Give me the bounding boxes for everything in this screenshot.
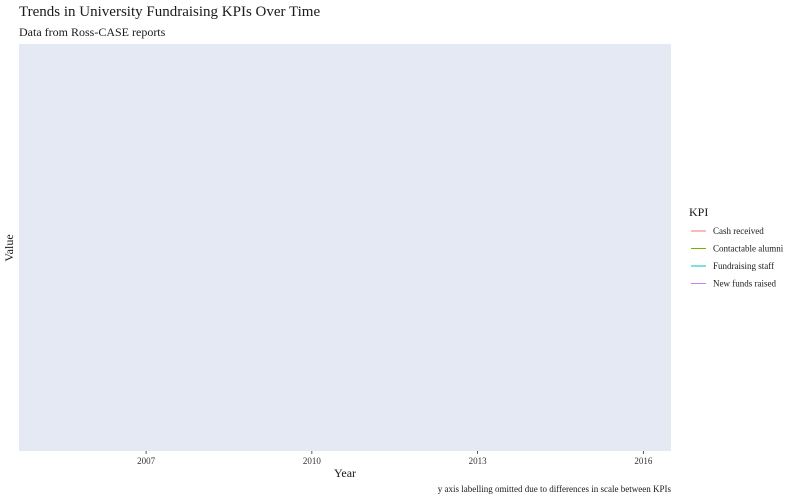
x-tick-label: 2010 [303,456,322,466]
legend-items: Cash received Contactable alumni Fundraisi… [691,226,784,289]
x-tick-label: 2007 [137,456,156,466]
legend-label-3: New funds raised [713,279,776,289]
chart-subtitle: Data from Ross-CASE reports [19,25,166,39]
x-tick-label: 2016 [634,456,653,466]
y-axis-title: Value [2,234,16,261]
legend-label-2: Fundraising staff [713,261,774,271]
chart-caption: y axis labelling omitted due to differen… [438,484,672,494]
x-tick-label: 2013 [469,456,488,466]
legend-label-0: Cash received [713,226,764,236]
plot-panel [19,44,671,451]
legend-label-1: Contactable alumni [713,244,784,254]
x-axis-ticks: 2007 2010 2013 2016 [137,451,653,466]
legend-title: KPI [689,205,708,219]
x-axis-title: Year [334,466,356,480]
chart-title: Trends in University Fundraising KPIs Ov… [19,4,320,20]
legend: KPI Cash received Contactable alumni Fundr… [689,205,784,289]
